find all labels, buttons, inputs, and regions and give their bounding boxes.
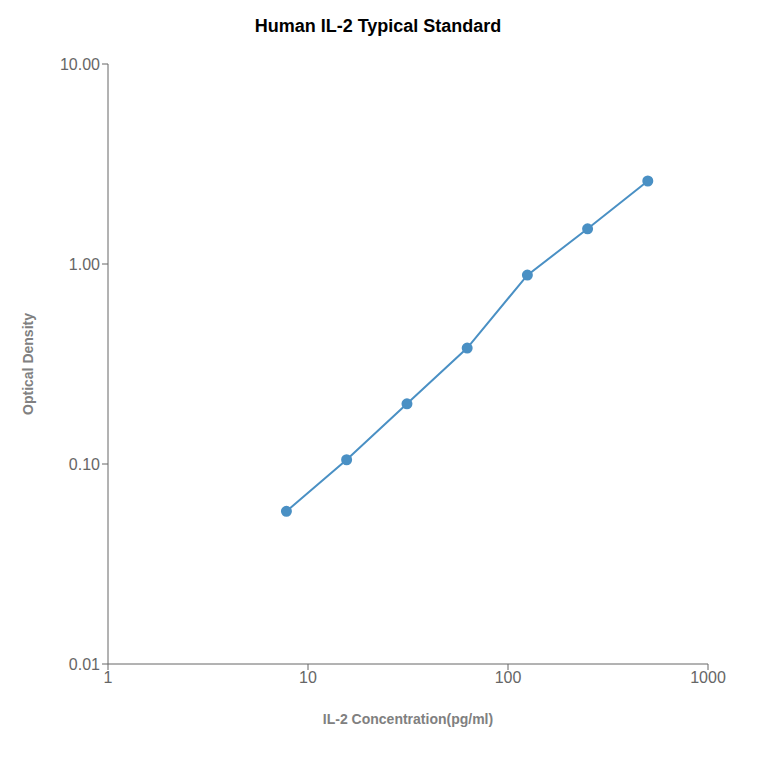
svg-text:1.00: 1.00 [69, 256, 100, 273]
svg-text:10.00: 10.00 [60, 56, 100, 73]
svg-text:1: 1 [104, 669, 113, 686]
svg-text:10: 10 [299, 669, 317, 686]
svg-text:0.01: 0.01 [69, 656, 100, 673]
svg-text:0.10: 0.10 [69, 456, 100, 473]
svg-text:100: 100 [495, 669, 522, 686]
svg-text:IL-2 Concentration(pg/ml): IL-2 Concentration(pg/ml) [323, 711, 493, 727]
svg-text:1000: 1000 [690, 669, 726, 686]
html-text:Human IL-2 Typical Standard: Human IL-2 Typical Standard [254, 16, 502, 36]
svg-text:Optical Density: Optical Density [20, 313, 36, 415]
